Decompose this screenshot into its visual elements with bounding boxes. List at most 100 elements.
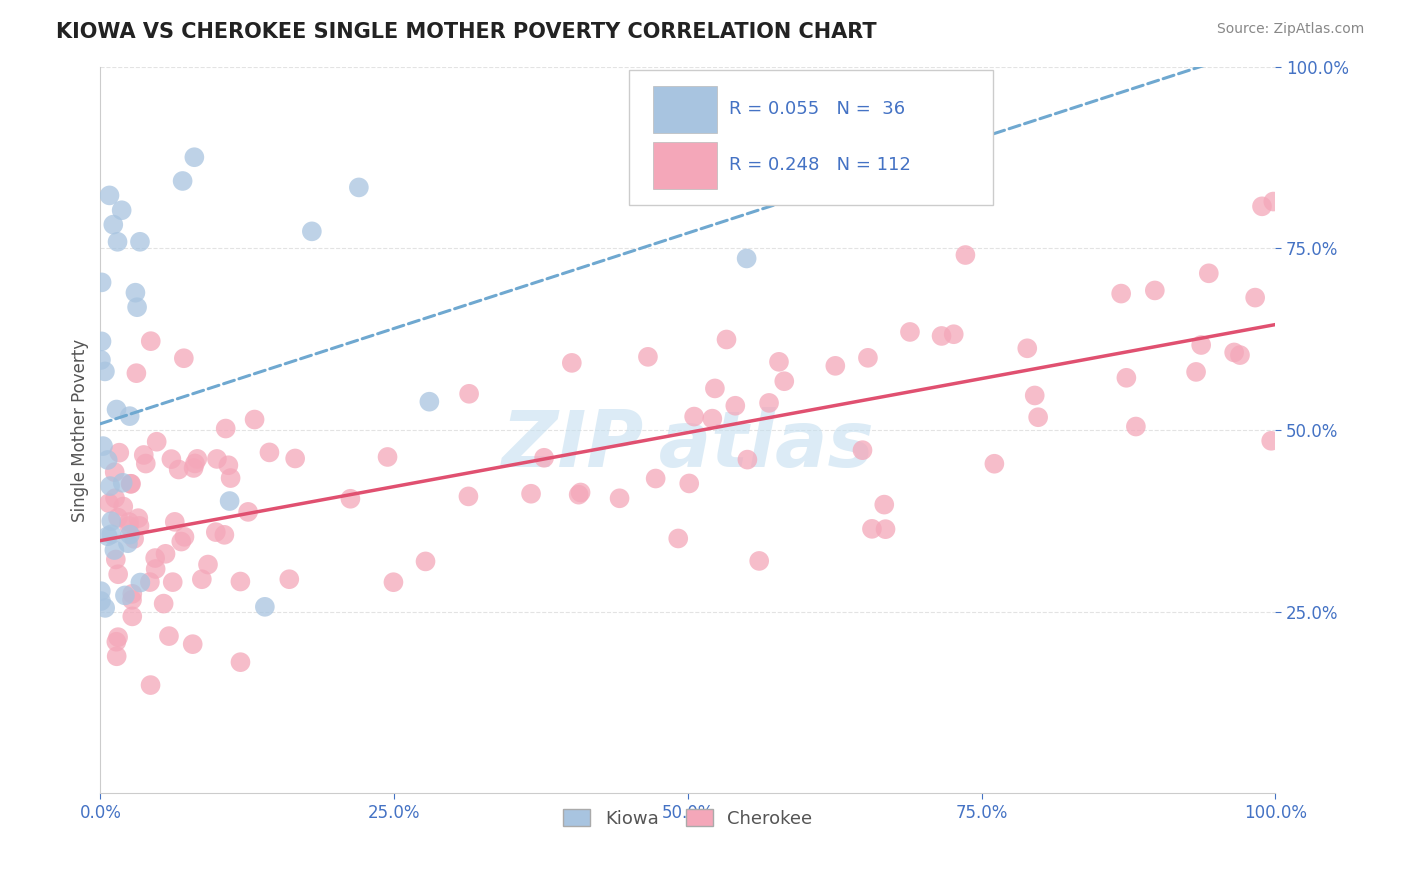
Point <box>1109 286 1132 301</box>
Point <box>125 366 148 380</box>
Point <box>183 150 205 164</box>
Point <box>1198 266 1220 280</box>
Point <box>724 399 747 413</box>
Point <box>339 491 361 506</box>
Text: KIOWA VS CHEROKEE SINGLE MOTHER POVERTY CORRELATION CHART: KIOWA VS CHEROKEE SINGLE MOTHER POVERTY … <box>56 22 877 42</box>
Point <box>856 351 879 365</box>
Point <box>139 334 162 348</box>
Point <box>219 471 242 485</box>
Point <box>132 448 155 462</box>
Point <box>931 329 953 343</box>
Point <box>1263 194 1285 209</box>
Point <box>107 510 129 524</box>
Point <box>128 519 150 533</box>
Point <box>215 421 238 435</box>
Point <box>1125 419 1147 434</box>
Point <box>98 479 121 493</box>
Point <box>121 587 143 601</box>
Point <box>145 562 167 576</box>
FancyBboxPatch shape <box>628 70 994 204</box>
Point <box>117 536 139 550</box>
Point <box>105 634 128 648</box>
Point <box>1229 348 1251 362</box>
Point <box>105 402 128 417</box>
Point <box>90 276 112 290</box>
Point <box>129 235 152 249</box>
Point <box>748 554 770 568</box>
Point <box>873 498 896 512</box>
Point <box>533 450 555 465</box>
Point <box>172 174 194 188</box>
Point <box>100 527 122 541</box>
Point <box>107 630 129 644</box>
Point <box>118 515 141 529</box>
Point <box>561 356 583 370</box>
Point <box>851 443 873 458</box>
Point <box>181 637 204 651</box>
Point <box>1185 365 1208 379</box>
Point <box>104 491 127 506</box>
Point <box>122 532 145 546</box>
Point <box>703 381 725 395</box>
Point <box>152 597 174 611</box>
Point <box>157 629 180 643</box>
Point <box>98 188 121 202</box>
Point <box>768 355 790 369</box>
Point <box>735 252 758 266</box>
Point <box>983 457 1005 471</box>
Point <box>160 452 183 467</box>
Point <box>458 386 481 401</box>
Point <box>170 534 193 549</box>
Point <box>90 353 112 368</box>
Point <box>120 476 142 491</box>
Point <box>214 528 236 542</box>
Point <box>121 609 143 624</box>
Point <box>204 525 226 540</box>
Point <box>184 457 207 471</box>
Point <box>94 364 117 378</box>
Point <box>1024 388 1046 402</box>
Point <box>103 543 125 558</box>
Point <box>1143 284 1166 298</box>
Point <box>1115 371 1137 385</box>
Point <box>139 678 162 692</box>
Point <box>678 476 700 491</box>
Point <box>124 285 146 300</box>
Point <box>229 655 252 669</box>
Text: R = 0.055   N =  36: R = 0.055 N = 36 <box>728 101 905 119</box>
Point <box>301 224 323 238</box>
Y-axis label: Single Mother Poverty: Single Mother Poverty <box>72 338 89 522</box>
Point <box>217 458 239 473</box>
Point <box>898 325 921 339</box>
Point <box>377 450 399 464</box>
Point <box>1244 291 1267 305</box>
Point <box>173 530 195 544</box>
Text: Source: ZipAtlas.com: Source: ZipAtlas.com <box>1216 22 1364 37</box>
Point <box>644 471 666 485</box>
Point <box>1026 410 1049 425</box>
Point <box>121 592 143 607</box>
Point <box>875 522 897 536</box>
Bar <box>652 86 717 133</box>
Point <box>107 567 129 582</box>
Point <box>94 601 117 615</box>
Point <box>1223 345 1246 359</box>
Point <box>860 522 883 536</box>
Point <box>90 334 112 349</box>
Point <box>139 575 162 590</box>
Point <box>520 487 543 501</box>
Point <box>955 248 977 262</box>
Point <box>97 496 120 510</box>
Point <box>1017 341 1039 355</box>
Point <box>569 485 592 500</box>
Text: R = 0.248   N = 112: R = 0.248 N = 112 <box>728 156 911 175</box>
Point <box>100 514 122 528</box>
Point <box>824 359 846 373</box>
Point <box>112 500 135 514</box>
Point <box>97 453 120 467</box>
Point <box>104 465 127 479</box>
Point <box>103 218 125 232</box>
Point <box>773 374 796 388</box>
Point <box>1251 199 1274 213</box>
Point <box>120 476 142 491</box>
